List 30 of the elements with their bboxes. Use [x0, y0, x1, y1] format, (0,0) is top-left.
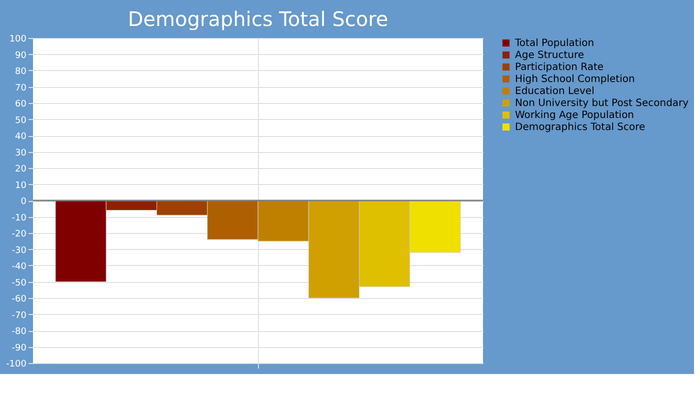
y-tick-label: -30	[12, 246, 27, 256]
y-tick-label: -40	[12, 262, 27, 272]
legend-label: Non University but Post Secondary	[515, 98, 689, 109]
y-tick-label: 50	[15, 116, 27, 126]
y-tick-label: 80	[15, 67, 27, 77]
y-tick-label: -90	[12, 343, 27, 354]
legend-label: Age Structure	[515, 50, 584, 61]
legend-label: High School Completion	[515, 74, 635, 85]
y-tick-label: -20	[12, 230, 27, 240]
y-tick-label: -60	[12, 294, 27, 304]
y-tick-label: 40	[15, 132, 27, 142]
y-tick-label: -80	[12, 327, 27, 337]
y-tick-label: 70	[15, 83, 27, 94]
y-tick-label: 90	[15, 50, 27, 61]
y-tick-label: 20	[15, 164, 27, 174]
y-tick-label: 10	[15, 180, 27, 191]
y-tick-label: -10	[12, 213, 27, 224]
legend-label: Total Population	[514, 38, 594, 49]
y-tick-label: 30	[15, 148, 27, 158]
y-tick-label: 100	[9, 34, 27, 44]
y-tick-label: 60	[15, 100, 27, 110]
y-tick-label: -50	[12, 278, 27, 288]
legend-label: Participation Rate	[515, 62, 604, 73]
y-tick-label: -70	[12, 310, 27, 321]
y-tick-label: -100	[6, 360, 27, 370]
chart-title: Demographics Total Score	[128, 7, 388, 31]
legend-label: Working Age Population	[515, 110, 634, 121]
legend-label: Education Level	[515, 86, 594, 97]
legend-label: Demographics Total Score	[515, 122, 646, 133]
y-tick-label: 0	[20, 197, 27, 207]
